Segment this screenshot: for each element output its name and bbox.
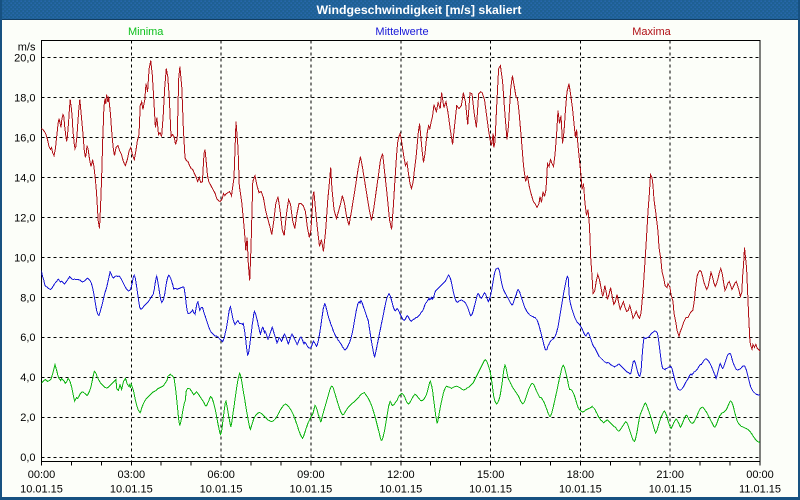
svg-text:2,0: 2,0 [20,412,35,424]
svg-text:14,0: 14,0 [14,172,35,184]
svg-text:21:00: 21:00 [656,469,684,481]
svg-text:15:00: 15:00 [477,469,505,481]
svg-text:09:00: 09:00 [297,469,325,481]
svg-text:Mittelwerte: Mittelwerte [375,26,428,38]
svg-text:16,0: 16,0 [14,132,35,144]
svg-text:18,0: 18,0 [14,93,35,105]
svg-text:10.01.15: 10.01.15 [379,484,422,496]
svg-text:20,0: 20,0 [14,53,35,65]
svg-text:8,0: 8,0 [20,292,35,304]
svg-text:00:00: 00:00 [746,469,774,481]
svg-text:m/s: m/s [18,42,36,54]
svg-text:12,0: 12,0 [14,212,35,224]
svg-text:18:00: 18:00 [567,469,595,481]
svg-text:0,0: 0,0 [20,452,35,464]
svg-text:11.01.15: 11.01.15 [739,484,781,496]
svg-text:Maxima: Maxima [632,26,671,38]
svg-text:10.01.15: 10.01.15 [110,484,153,496]
svg-text:06:00: 06:00 [207,469,235,481]
svg-text:12:00: 12:00 [387,469,415,481]
svg-text:10.01.15: 10.01.15 [559,484,602,496]
svg-text:10,0: 10,0 [14,252,35,264]
svg-text:03:00: 03:00 [118,469,146,481]
svg-text:Windgeschwindigkeit [m/s] skal: Windgeschwindigkeit [m/s] skaliert [317,3,522,17]
svg-text:10.01.15: 10.01.15 [20,484,63,496]
svg-text:6,0: 6,0 [20,332,35,344]
svg-text:10.01.15: 10.01.15 [469,484,512,496]
svg-text:10.01.15: 10.01.15 [649,484,692,496]
svg-text:Minima: Minima [128,26,164,38]
svg-text:4,0: 4,0 [20,372,35,384]
svg-text:10.01.15: 10.01.15 [289,484,332,496]
svg-text:00:00: 00:00 [28,469,56,481]
svg-text:10.01.15: 10.01.15 [200,484,243,496]
